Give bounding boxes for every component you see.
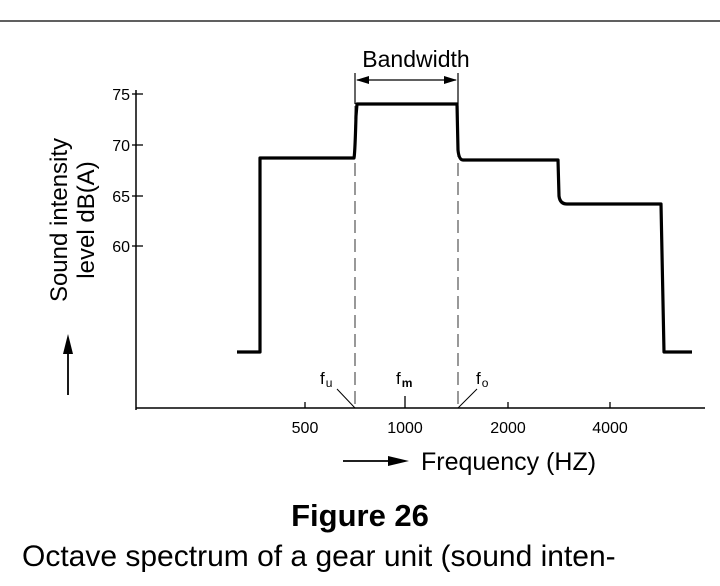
f-mid-label: fm [396, 369, 412, 390]
y-tick-label: 60 [112, 239, 130, 256]
x-tick-label: 4000 [592, 420, 628, 437]
x-direction-arrowhead [388, 456, 409, 466]
spectrum-curve [237, 102, 692, 354]
bandwidth-label: Bandwidth [362, 46, 469, 72]
f-upper-leader [457, 388, 478, 409]
x-tick-marks [304, 396, 611, 408]
figure-title: Figure 26 [291, 498, 429, 533]
bandwidth-arrowhead-right [444, 76, 457, 84]
y-tick-label: 65 [112, 189, 130, 206]
x-tick-label: 2000 [490, 420, 526, 437]
y-axis-label: Sound intensity level dB(A) [46, 138, 100, 302]
y-direction-arrowhead [63, 334, 73, 354]
x-tick-label: 500 [292, 420, 319, 437]
f-lower-label: fu [320, 369, 332, 390]
f-upper-label: fo [476, 369, 489, 390]
f-lower-leader [336, 388, 356, 409]
x-tick-label: 1000 [387, 420, 423, 437]
y-tick-marks [132, 93, 143, 247]
y-tick-label: 70 [112, 138, 130, 155]
y-label-line2: level dB(A) [73, 161, 100, 278]
x-axis-label: Frequency (HZ) [421, 448, 596, 476]
bandwidth-arrowhead-left [356, 76, 369, 84]
y-tick-label: 75 [112, 87, 130, 104]
y-label-line1: Sound intensity [46, 138, 73, 302]
figure-caption: Octave spectrum of a gear unit (sound in… [22, 540, 616, 573]
